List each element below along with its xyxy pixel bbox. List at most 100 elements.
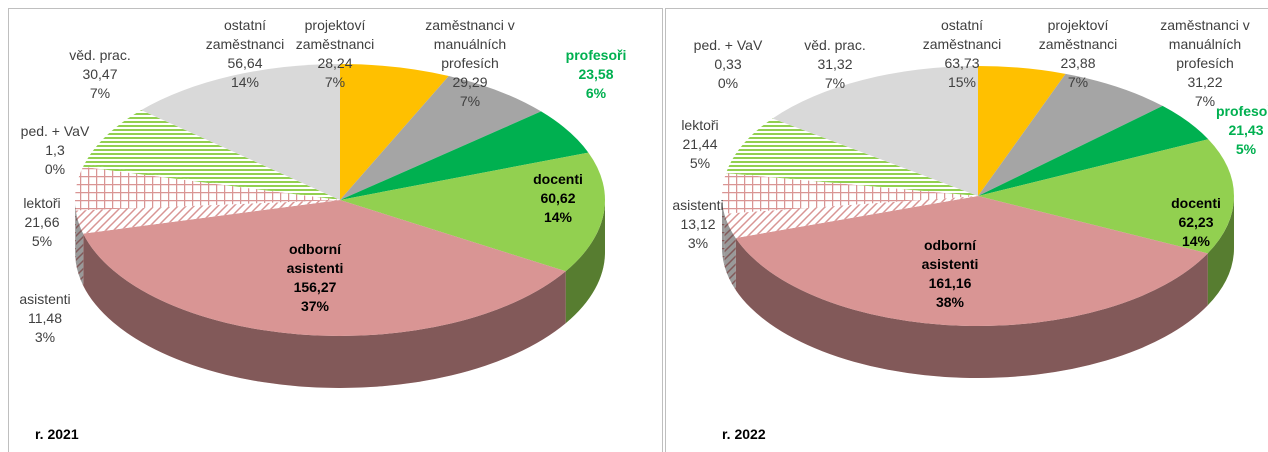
- label-name: zaměstnanci v manuálních profesích: [425, 17, 515, 71]
- label-value: 30,47: [82, 66, 118, 82]
- slice: [978, 105, 1209, 196]
- label-percent: 38%: [935, 294, 965, 310]
- slice: [978, 66, 1066, 196]
- label-percent: 5%: [1235, 141, 1257, 157]
- slice: [141, 63, 340, 200]
- label-percent: 7%: [459, 93, 481, 109]
- label-value: 28,24: [317, 55, 353, 71]
- slice-side: [722, 196, 725, 266]
- label-name: profesoři: [565, 47, 627, 63]
- chart-frame: [665, 8, 1268, 452]
- slice-tops: [74, 63, 605, 336]
- slice: [735, 196, 1208, 327]
- label-value: 23,88: [1060, 55, 1096, 71]
- slice: [75, 200, 340, 234]
- slice: [978, 73, 1163, 196]
- data-label: asistenti 11,48 3%: [5, 290, 85, 347]
- data-label: ped. + VaV 0,33 0%: [683, 36, 773, 93]
- label-percent: 7%: [89, 85, 111, 101]
- data-label: docenti 60,62 14%: [518, 170, 598, 227]
- data-label: ped. + VaV 1,3 0%: [10, 122, 100, 179]
- data-label: profesoři 23,58 6%: [561, 46, 631, 103]
- label-percent: 6%: [585, 85, 607, 101]
- label-name: lektoři: [681, 117, 719, 133]
- label-value: 161,16: [928, 275, 972, 291]
- slice: [84, 110, 340, 200]
- slice-side: [735, 237, 1208, 378]
- label-value: 11,48: [28, 310, 62, 326]
- slice: [726, 118, 978, 196]
- slice-side-shade: [75, 200, 76, 263]
- label-name: věd. prac.: [69, 47, 131, 63]
- data-label: zaměstnanci v manuálních profesích 31,22 7…: [1145, 16, 1265, 111]
- label-percent: 37%: [300, 298, 330, 314]
- data-label: projektoví zaměstnanci 28,24 7%: [290, 16, 380, 92]
- label-value: 23,58: [578, 66, 614, 82]
- slice-side: [83, 233, 566, 388]
- label-name: profesoři: [1216, 103, 1268, 119]
- slice: [340, 75, 542, 200]
- label-value: 0,33: [714, 56, 742, 72]
- data-label: lektoři 21,66 5%: [12, 194, 72, 251]
- label-value: 56,64: [227, 55, 263, 71]
- slice: [74, 166, 340, 211]
- label-percent: 15%: [947, 74, 977, 90]
- label-value: 29,29: [452, 74, 488, 90]
- slice: [340, 64, 449, 200]
- label-percent: 0%: [717, 75, 739, 91]
- slice-sides: [722, 196, 1234, 378]
- data-label: věd. prac. 30,47 7%: [55, 46, 145, 103]
- label-value: 62,23: [1178, 214, 1214, 230]
- label-name: odborní asistenti: [286, 241, 344, 276]
- data-label: docenti 62,23 14%: [1156, 194, 1236, 251]
- data-label: projektoví zaměstnanci 23,88 7%: [1033, 16, 1123, 92]
- label-value: 13,12: [680, 216, 716, 232]
- data-label: ostatní zaměstnanci 63,73 15%: [917, 16, 1007, 92]
- label-percent: 0%: [44, 161, 66, 177]
- label-percent: 3%: [34, 329, 56, 345]
- slice-side: [1207, 196, 1234, 306]
- label-value: 63,73: [944, 55, 980, 71]
- chart-title: r. 2021: [35, 426, 79, 442]
- label-value: 31,22: [1187, 74, 1223, 90]
- label-name: ped. + VaV: [693, 37, 763, 53]
- chart-frame: [8, 8, 663, 452]
- chart-title: r. 2022: [722, 426, 766, 442]
- slice-sides: [75, 200, 605, 388]
- label-name: ostatní zaměstnanci: [205, 17, 285, 52]
- label-percent: 7%: [1194, 93, 1216, 109]
- slice-side-shade: [75, 210, 84, 286]
- slice-side-shade: [722, 196, 725, 266]
- data-label: odborní asistenti 161,16 38%: [905, 236, 995, 312]
- data-label: profesoři 21,43 5%: [1216, 102, 1268, 159]
- slice: [83, 164, 341, 200]
- slice-side-shade: [724, 213, 736, 290]
- slice: [725, 172, 978, 196]
- label-percent: 7%: [324, 74, 346, 90]
- data-label: zaměstnanci v manuálních profesích 29,29 7…: [405, 16, 535, 111]
- label-name: projektoví zaměstnanci: [295, 17, 375, 52]
- label-percent: 3%: [687, 235, 709, 251]
- label-value: 1,3: [45, 142, 65, 158]
- label-value: 21,44: [682, 136, 718, 152]
- label-percent: 5%: [31, 233, 53, 249]
- slice-side: [724, 213, 736, 290]
- slice: [721, 173, 978, 214]
- slice-side-shade: [83, 233, 566, 388]
- label-percent: 5%: [689, 155, 711, 171]
- label-name: ostatní zaměstnanci: [922, 17, 1002, 52]
- slice-tops: [721, 66, 1234, 327]
- label-name: asistenti: [19, 291, 71, 307]
- data-label: věd. prac. 31,32 7%: [790, 36, 880, 93]
- slice: [340, 152, 605, 272]
- label-value: 60,62: [540, 190, 576, 206]
- slice-side: [565, 200, 605, 324]
- label-name: lektoři: [23, 195, 61, 211]
- label-name: projektoví zaměstnanci: [1038, 17, 1118, 52]
- data-label: odborní asistenti 156,27 37%: [270, 240, 360, 316]
- slice: [724, 196, 978, 238]
- label-percent: 14%: [543, 209, 573, 225]
- slice-side: [75, 210, 84, 286]
- label-name: asistenti: [672, 197, 724, 213]
- label-value: 31,32: [817, 56, 853, 72]
